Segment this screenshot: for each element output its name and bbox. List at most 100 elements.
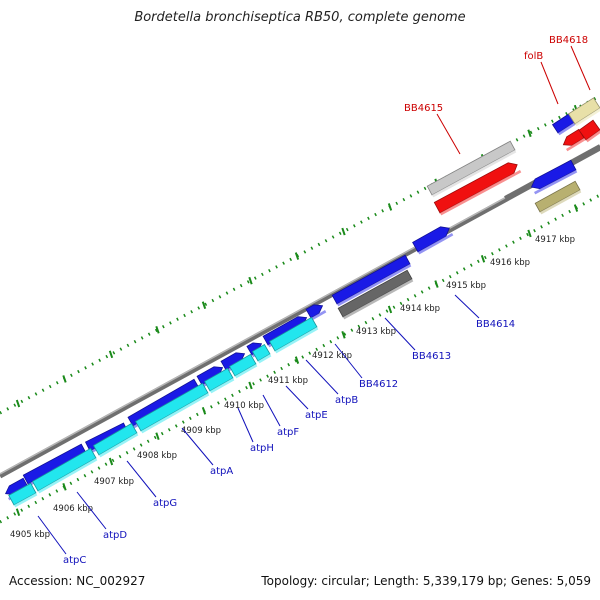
cyan-gene-3 [92,422,139,458]
cyan-gene-3-bevel [99,433,139,458]
gene-label-folb: folB [524,51,543,62]
cyan-gene-5-bevel [210,378,235,394]
inner-major-tick [155,432,160,440]
blue-gene-folb-right [530,159,578,195]
genome-stats-text: Topology: circular; Length: 5,339,179 bp… [261,574,591,588]
cyan-gene-2 [32,447,98,494]
gene-label-atph: atpH [250,443,274,454]
gene-label-bb4614: BB4614 [476,319,515,330]
darkgrey-gene-body [337,269,413,318]
kbp-label: 4913 kbp [356,327,396,337]
outer-major-tick [201,301,207,310]
outer-major-tick [387,203,393,211]
leader-line-red [570,45,591,91]
blue-gene-9 [305,304,327,321]
gene-label-bb4613: BB4613 [412,351,451,362]
gene-label-atpd: atpD [103,530,127,541]
outer-major-tick [294,252,300,260]
gene-features [4,97,600,508]
inner-dotted-track [0,193,600,524]
lightkhaki-gene-bb4618-bevel [575,108,600,127]
kbp-label: 4914 kbp [400,304,440,314]
inner-major-tick [341,330,346,339]
leader-line [181,427,214,466]
cyan-gene-2-body [32,447,97,492]
inner-major-tick [248,381,253,390]
gene-label-atpb: atpB [335,395,358,406]
leader-line [285,385,309,410]
leader-line [76,491,107,530]
leader-line [126,460,157,498]
red-gene-folb-small-body [562,128,585,146]
outer-major-tick [62,375,67,383]
gene-label-atpg: atpG [153,498,177,509]
accession-text: Accession: NC_002927 [9,574,146,588]
genome-backbone [0,144,600,479]
leader-line [262,394,281,427]
kbp-label: 4908 kbp [137,451,177,461]
khaki-gene [534,180,582,215]
red-gene-bb4618-body [578,119,600,141]
inner-major-tick [62,483,67,491]
kbp-label: 4911 kbp [268,376,308,386]
cyan-gene-5 [204,367,235,394]
darkgrey-gene-bevel [343,279,414,320]
gene-label-atpe: atpE [305,410,328,421]
cyan-gene-4 [135,382,210,434]
kbp-label: 4905 kbp [10,530,50,540]
outer-major-tick [155,325,160,334]
inner-major-tick [480,254,486,263]
blue-gene-bb4614-bevel [418,233,454,255]
inner-major-tick [108,457,114,466]
cyan-gene-1-bevel [14,493,38,508]
gene-label-atpf: atpF [277,427,299,438]
outer-major-tick [527,129,532,138]
cyan-gene-8-bevel [275,327,319,354]
inner-major-tick [201,406,207,415]
backbone-highlight [0,145,600,475]
lightkhaki-gene-bb4618 [567,97,600,127]
blue-gene-folb-right-body [530,159,577,190]
red-gene-bb4615 [433,162,522,216]
inner-major-tick [527,229,532,238]
cyan-gene-2-bevel [38,458,98,494]
blue-gene-folb-bevel [558,120,580,136]
blue-gene-folb-right-bevel [534,170,578,195]
blue-gene-10 [331,254,412,307]
kbp-label: 4907 kbp [94,477,134,487]
khaki-gene-bevel [540,190,582,215]
gene-label-bb4615: BB4615 [404,103,443,114]
outer-major-tick [15,399,21,408]
red-gene-folb-small-bevel [566,138,586,152]
grey-gene-bb4615-bevel [432,150,517,198]
leader-line [237,407,254,443]
red-gene-bb4618-bevel [586,130,600,143]
blue-gene-bb4614 [412,226,454,255]
inner-major-tick [573,204,579,212]
cyan-gene-1 [8,482,38,508]
inner-major-tick [434,280,439,288]
red-gene-bb4615-bevel [440,170,522,216]
darkgrey-gene [337,269,414,320]
outer-major-tick [108,350,114,359]
leader-line-red [436,113,461,155]
leader-line [384,317,416,351]
red-gene-folb-small [562,128,586,152]
kbp-label: 4910 kbp [224,401,264,411]
gene-label-atpc: atpC [63,555,86,566]
blue-gene-9-bevel [311,310,327,321]
cyan-gene-7-bevel [258,354,272,364]
inner-major-tick [387,305,393,314]
inner-major-tick [15,508,21,517]
leader-line [37,515,67,555]
gene-label-bb4612: BB4612 [359,379,398,390]
outer-major-tick [341,227,346,236]
blue-gene-10-bevel [337,264,412,307]
kbp-label: 4917 kbp [535,235,575,245]
gene-label-bb4618: BB4618 [549,35,588,46]
kbp-label: 4906 kbp [53,504,93,514]
kbp-label: 4912 kbp [312,351,352,361]
leader-line [334,343,363,379]
outer-dotted-track [0,94,600,415]
